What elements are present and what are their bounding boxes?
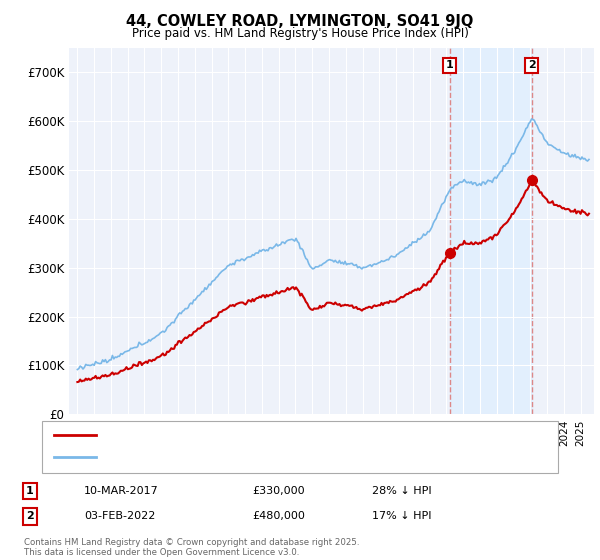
Text: 03-FEB-2022: 03-FEB-2022: [84, 511, 155, 521]
Text: 1: 1: [26, 486, 34, 496]
Text: 2: 2: [528, 60, 536, 71]
Text: HPI: Average price, detached house, New Forest: HPI: Average price, detached house, New …: [105, 452, 373, 462]
Text: £480,000: £480,000: [252, 511, 305, 521]
Text: 17% ↓ HPI: 17% ↓ HPI: [372, 511, 431, 521]
Text: 1: 1: [446, 60, 454, 71]
Text: £330,000: £330,000: [252, 486, 305, 496]
Text: Price paid vs. HM Land Registry's House Price Index (HPI): Price paid vs. HM Land Registry's House …: [131, 27, 469, 40]
Text: 44, COWLEY ROAD, LYMINGTON, SO41 9JQ: 44, COWLEY ROAD, LYMINGTON, SO41 9JQ: [127, 14, 473, 29]
Text: 28% ↓ HPI: 28% ↓ HPI: [372, 486, 431, 496]
Text: 10-MAR-2017: 10-MAR-2017: [84, 486, 159, 496]
Text: Contains HM Land Registry data © Crown copyright and database right 2025.
This d: Contains HM Land Registry data © Crown c…: [24, 538, 359, 557]
Bar: [449, 48, 532, 414]
Text: 2: 2: [26, 511, 34, 521]
Text: 44, COWLEY ROAD, LYMINGTON, SO41 9JQ (detached house): 44, COWLEY ROAD, LYMINGTON, SO41 9JQ (de…: [105, 430, 443, 440]
